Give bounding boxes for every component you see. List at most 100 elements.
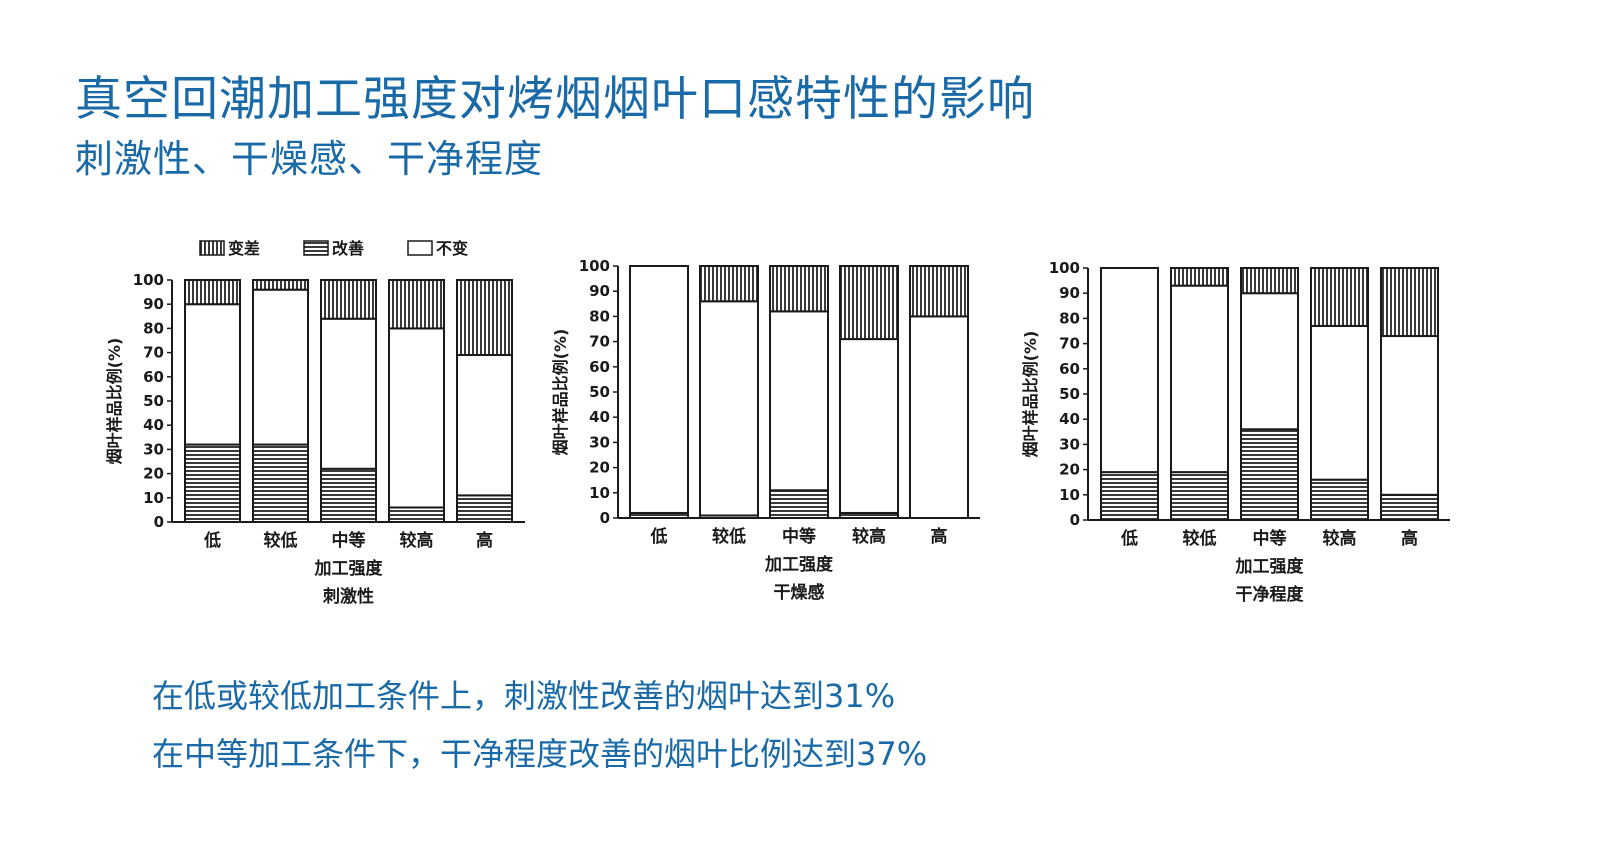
y-tick-label: 70 <box>589 333 610 351</box>
bar-segment-worse <box>1240 267 1299 295</box>
category-label: 低 <box>1120 528 1138 549</box>
legend-label-improved: 改善 <box>332 239 364 258</box>
category-label: 中等 <box>1253 528 1287 549</box>
y-tick-label: 0 <box>1070 511 1080 529</box>
y-axis-title: 烟叶样品比例(%) <box>1021 331 1040 458</box>
y-tick-label: 30 <box>143 440 164 458</box>
category-label: 较高 <box>400 530 434 551</box>
slide-subtitle: 刺激性、干燥感、干净程度 <box>75 137 544 181</box>
bar-segment-improved <box>769 489 829 519</box>
bar-segment-worse <box>699 265 759 303</box>
bar-segment-unchanged <box>252 288 309 446</box>
bar-segment-worse <box>1170 267 1229 287</box>
bar-segment-improved <box>184 443 241 523</box>
bar-segment-improved <box>1240 428 1299 521</box>
y-tick-label: 20 <box>143 465 164 483</box>
y-tick-label: 100 <box>133 271 164 289</box>
y-tick-label: 50 <box>143 392 164 410</box>
y-tick-label: 30 <box>1059 435 1080 453</box>
y-tick-label: 80 <box>143 319 164 337</box>
bar-segment-worse <box>456 279 513 357</box>
bar-segment-unchanged <box>909 315 969 520</box>
y-tick-label: 70 <box>143 344 164 362</box>
chart-svg: 0 10 20 30 40 50 60 70 80 90 100 烟叶样品比例(%) 低 较低 中等 较高 高加… <box>551 257 980 603</box>
legend-swatch-unchanged <box>407 240 433 256</box>
bar-segment-unchanged <box>388 327 445 509</box>
y-tick-label: 90 <box>1059 284 1080 302</box>
legend-label-worse: 变差 <box>228 239 260 258</box>
bar-segment-improved <box>1310 478 1369 521</box>
category-label: 中等 <box>782 526 816 547</box>
bar-segment-unchanged <box>1170 284 1229 474</box>
y-tick-label: 30 <box>589 433 610 451</box>
y-tick-label: 90 <box>143 295 164 313</box>
category-label: 较低 <box>712 526 746 547</box>
category-label: 高 <box>1401 528 1418 549</box>
bar-segment-unchanged <box>320 317 377 470</box>
y-tick-label: 50 <box>589 383 610 401</box>
bar-segment-worse <box>320 279 377 320</box>
bar-segment-unchanged <box>1310 324 1369 481</box>
legend-swatch-worse <box>199 240 225 256</box>
finding-note-irritation: 在低或较低加工条件上，刺激性改善的烟叶达到31% <box>152 677 896 715</box>
x-axis-title: 加工强度 <box>1235 556 1305 577</box>
bar-segment-improved <box>388 506 445 524</box>
y-tick-label: 40 <box>589 408 610 426</box>
chart-svg: 0 10 20 30 40 50 60 70 80 90 100 烟叶样品比例(%) 低 较低 中等 较高 高加… <box>1021 259 1450 605</box>
category-label: 较低 <box>1183 528 1217 549</box>
chart-caption: 干净程度 <box>1236 584 1305 605</box>
bar-segment-worse <box>388 279 445 330</box>
bar-segment-unchanged <box>629 265 689 514</box>
bar-segment-unchanged <box>699 300 759 517</box>
bar-segment-worse <box>1310 267 1369 327</box>
bar-segment-unchanged <box>1100 267 1159 474</box>
y-tick-label: 80 <box>1059 309 1080 327</box>
x-axis-title: 加工强度 <box>314 558 384 579</box>
y-axis-title: 烟叶样品比例(%) <box>105 338 124 465</box>
bar-segment-improved <box>1380 493 1439 521</box>
bar-segment-worse <box>909 265 969 318</box>
chart-dryness: 0 10 20 30 40 50 60 70 80 90 100 烟叶样品比例(%) 低 较低 中等 较高 高加… <box>540 230 980 630</box>
y-tick-label: 60 <box>1059 360 1080 378</box>
category-label: 较高 <box>852 526 886 547</box>
bar-segment-worse <box>839 265 899 341</box>
bar-segment-unchanged <box>184 303 241 446</box>
chart-irritation: 0 10 20 30 40 50 60 70 80 90 100 烟叶样品比例(%) 低 较低 中等 较高 高加… <box>100 230 540 630</box>
category-label: 低 <box>203 530 221 551</box>
findings-notes: 在低或较低加工条件上，刺激性改善的烟叶达到31% 在中等加工条件下，干净程度改善… <box>152 674 927 790</box>
slide-title: 真空回潮加工强度对烤烟烟叶口感特性的影响 <box>75 72 1035 127</box>
chart-cleanliness: 0 10 20 30 40 50 60 70 80 90 100 烟叶样品比例(%) 低 较低 中等 较高 高加… <box>1010 230 1450 630</box>
category-label: 较低 <box>264 530 298 551</box>
y-tick-label: 60 <box>143 368 164 386</box>
bar-segment-improved <box>1170 471 1229 521</box>
y-tick-label: 90 <box>589 282 610 300</box>
category-label: 高 <box>931 526 948 547</box>
y-tick-label: 10 <box>143 489 164 507</box>
category-label: 高 <box>476 530 493 551</box>
bar-segment-unchanged <box>456 354 513 497</box>
y-tick-label: 100 <box>1049 259 1080 277</box>
y-axis-title: 烟叶样品比例(%) <box>551 329 570 456</box>
bar-segment-unchanged <box>839 338 899 514</box>
y-tick-label: 20 <box>589 459 610 477</box>
y-tick-label: 40 <box>1059 410 1080 428</box>
bar-segment-unchanged <box>1240 292 1299 431</box>
finding-note-cleanliness: 在中等加工条件下，干净程度改善的烟叶比例达到37% <box>152 735 928 773</box>
bar-segment-improved <box>1100 471 1159 521</box>
bar-segment-worse <box>252 279 309 291</box>
y-tick-label: 100 <box>579 257 610 275</box>
legend-label-unchanged: 不变 <box>436 239 468 258</box>
y-tick-label: 10 <box>1059 486 1080 504</box>
bar-segment-improved <box>456 494 513 524</box>
y-tick-label: 60 <box>589 358 610 376</box>
y-tick-label: 40 <box>143 416 164 434</box>
category-label: 低 <box>650 526 668 547</box>
bar-segment-worse <box>769 265 829 313</box>
bar-segment-worse <box>1380 267 1439 338</box>
bar-segment-improved <box>252 443 309 523</box>
category-label: 中等 <box>332 530 366 551</box>
chart-svg: 0 10 20 30 40 50 60 70 80 90 100 烟叶样品比例(%) 低 较低 中等 较高 高加… <box>105 239 525 607</box>
y-tick-label: 50 <box>1059 385 1080 403</box>
category-label: 较高 <box>1323 528 1357 549</box>
y-tick-label: 0 <box>600 509 610 527</box>
